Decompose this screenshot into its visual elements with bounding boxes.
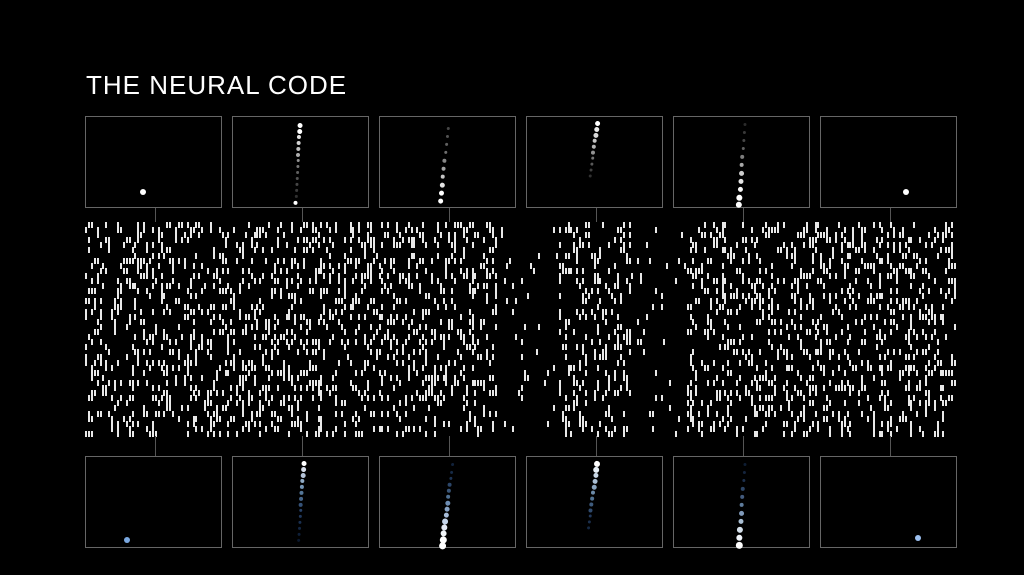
cursor-streak — [734, 117, 750, 207]
cursor-dot — [140, 189, 146, 195]
cursor-streak — [581, 456, 603, 547]
panel-connector — [743, 208, 744, 222]
cursor-streak — [581, 116, 603, 207]
panel-connector — [596, 436, 597, 456]
cursor-streak — [435, 116, 454, 207]
panel-connector — [890, 208, 891, 222]
panel-connector — [449, 208, 450, 222]
panel-connector — [596, 208, 597, 222]
cursor-streak — [293, 457, 309, 547]
movement-panel-2 — [379, 116, 516, 208]
cursor-streak — [290, 117, 305, 207]
panel-connector — [302, 436, 303, 456]
movement-panel-2 — [379, 456, 516, 548]
movement-panel-1 — [232, 456, 369, 548]
panel-connector — [890, 436, 891, 456]
movement-panel-5 — [820, 116, 957, 208]
cursor-dot — [915, 535, 921, 541]
movement-panel-1 — [232, 116, 369, 208]
slide-title: THE NEURAL CODE — [86, 70, 347, 101]
cursor-streak — [437, 456, 458, 547]
cursor-dot — [124, 537, 130, 543]
cursor-streak — [734, 457, 750, 547]
movement-panel-5 — [820, 456, 957, 548]
movement-panel-4 — [673, 456, 810, 548]
panel-connector — [743, 436, 744, 456]
spike-raster — [85, 222, 957, 436]
panel-connector — [155, 436, 156, 456]
top-panel-row — [85, 116, 957, 208]
movement-panel-3 — [526, 456, 663, 548]
cursor-dot — [903, 189, 909, 195]
movement-panel-0 — [85, 116, 222, 208]
panel-connector — [449, 436, 450, 456]
movement-panel-3 — [526, 116, 663, 208]
movement-panel-0 — [85, 456, 222, 548]
panel-connector — [155, 208, 156, 222]
bottom-panel-row — [85, 456, 957, 548]
movement-panel-4 — [673, 116, 810, 208]
panel-connector — [302, 208, 303, 222]
